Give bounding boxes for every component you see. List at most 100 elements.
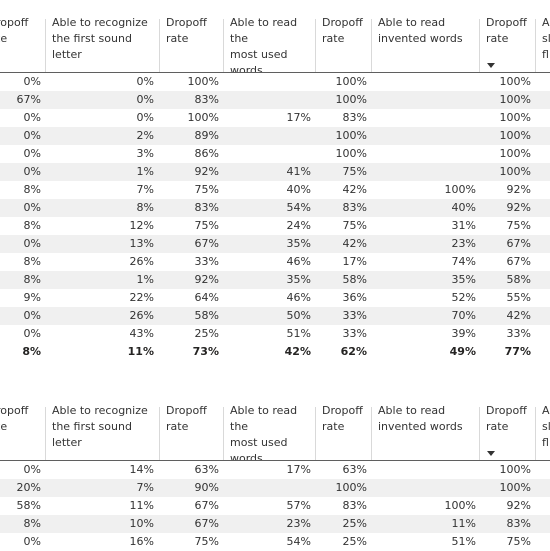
- read-most-used-words-cell: 50%: [286, 309, 311, 322]
- sort-descending-icon[interactable]: [487, 451, 495, 456]
- dropoff-rate-cell-3: 75%: [506, 219, 531, 232]
- table-row[interactable]: 0% 3% 86% 100% 100%: [0, 145, 550, 163]
- recognize-first-sound-cell: 14%: [129, 463, 154, 476]
- table-row[interactable]: 58% 11% 67% 57% 83% 100% 92%: [0, 497, 550, 515]
- dropoff-rate-cell-3: 42%: [506, 309, 531, 322]
- dropoff-rate-cell-0: 58%: [16, 499, 41, 512]
- table-row[interactable]: 0% 8% 83% 54% 83% 40% 92%: [0, 199, 550, 217]
- dropoff-rate-cell-2: 83%: [342, 201, 367, 214]
- header-label-line: ropoff: [0, 404, 29, 417]
- dropoff-rate-cell-3: 67%: [506, 255, 531, 268]
- column-divider[interactable]: [45, 19, 46, 72]
- dropoff-rate-cell-2: 83%: [342, 499, 367, 512]
- column-divider[interactable]: [535, 19, 536, 72]
- dropoff-rate-cell-0: 8%: [23, 273, 41, 286]
- table-row[interactable]: 8% 1% 92% 35% 58% 35% 58%: [0, 271, 550, 289]
- dropoff-rate-header-1[interactable]: Dropoff rate: [160, 15, 224, 72]
- total-row[interactable]: 8% 11% 73% 42% 62% 49% 77%: [0, 343, 550, 361]
- read-most-used-words-cell: 42%: [284, 345, 311, 358]
- read-most-used-words-cell: 23%: [286, 517, 311, 530]
- dropoff-rate-cell-2: 42%: [342, 237, 367, 250]
- header-label-line: invented words: [378, 32, 463, 45]
- header-label-line: sl: [542, 420, 550, 433]
- table-row[interactable]: 0% 2% 89% 100% 100%: [0, 127, 550, 145]
- dropoff-rate-cell-1: 100%: [187, 75, 219, 88]
- header-label-line: Able to recognize: [52, 16, 148, 29]
- table-row[interactable]: 0% 14% 63% 17% 63% 100%: [0, 461, 550, 479]
- dropoff-rate-cell-2: 100%: [335, 481, 367, 494]
- table-row[interactable]: 8% 26% 33% 46% 17% 74% 67%: [0, 253, 550, 271]
- read-most-used-words-cell: 17%: [286, 111, 311, 124]
- header-label-line: [322, 47, 368, 63]
- column-divider[interactable]: [223, 19, 224, 72]
- recognize-first-sound-cell: 2%: [136, 129, 154, 142]
- header-label-line: [322, 435, 368, 451]
- column-divider[interactable]: [535, 407, 536, 460]
- column-divider[interactable]: [315, 19, 316, 72]
- read-invented-words-cell: 23%: [451, 237, 476, 250]
- column-divider[interactable]: [45, 407, 46, 460]
- recognize-first-sound-header[interactable]: Able to recognize the first sound letter: [46, 15, 160, 72]
- table-row[interactable]: 8% 12% 75% 24% 75% 31% 75%: [0, 217, 550, 235]
- read-most-used-words-header[interactable]: Able to read the most used words: [224, 403, 316, 460]
- dropoff-rate-header-3-sorted[interactable]: Dropoff rate: [480, 403, 536, 460]
- table-row[interactable]: 67% 0% 83% 100% 100%: [0, 91, 550, 109]
- dropoff-rate-cell-0: 20%: [16, 481, 41, 494]
- dropoff-rate-cell-1: 33%: [194, 255, 219, 268]
- recognize-first-sound-cell: 11%: [127, 345, 154, 358]
- table-row[interactable]: 0% 43% 25% 51% 33% 39% 33%: [0, 325, 550, 343]
- dropoff-rate-cell-3: 100%: [499, 93, 531, 106]
- table-row[interactable]: 0% 0% 100% 100% 100%: [0, 73, 550, 91]
- recognize-first-sound-header[interactable]: Able to recognize the first sound letter: [46, 403, 160, 460]
- dropoff-rate-header-2[interactable]: Dropoff rate: [316, 15, 372, 72]
- table-row[interactable]: 8% 7% 75% 40% 42% 100% 92%: [0, 181, 550, 199]
- read-invented-words-cell: 49%: [449, 345, 476, 358]
- column-divider[interactable]: [223, 407, 224, 460]
- header-label-line: rate: [322, 420, 345, 433]
- dropoff-rate-cell-0: 8%: [23, 517, 41, 530]
- dropoff-rate-header-3-sorted[interactable]: Dropoff rate: [480, 15, 536, 72]
- column-divider[interactable]: [479, 19, 480, 72]
- table-row[interactable]: 8% 10% 67% 23% 25% 11% 83%: [0, 515, 550, 533]
- read-invented-words-header[interactable]: Able to read invented words: [372, 15, 480, 72]
- table-row[interactable]: 0% 16% 75% 54% 25% 51% 75%: [0, 533, 550, 551]
- sort-descending-icon[interactable]: [487, 63, 495, 68]
- table-row[interactable]: 0% 13% 67% 35% 42% 23% 67%: [0, 235, 550, 253]
- column-divider[interactable]: [371, 19, 372, 72]
- recognize-first-sound-cell: 0%: [136, 75, 154, 88]
- read-invented-words-header[interactable]: Able to read invented words: [372, 403, 480, 460]
- read-invented-words-cell: 70%: [451, 309, 476, 322]
- dropoff-rate-cell-0: 8%: [23, 255, 41, 268]
- dropoff-rate-cell-0: 9%: [23, 291, 41, 304]
- column-divider[interactable]: [479, 407, 480, 460]
- table-row[interactable]: 0% 26% 58% 50% 33% 70% 42%: [0, 307, 550, 325]
- header-label-line: [52, 451, 156, 460]
- read-invented-words-cell: 35%: [451, 273, 476, 286]
- dropoff-rate-cell-3: 83%: [506, 517, 531, 530]
- read-most-used-words-cell: 51%: [286, 327, 311, 340]
- dropoff-rate-header-0[interactable]: ropoff te: [0, 15, 46, 72]
- header-label-line: words: [230, 452, 263, 460]
- table-row[interactable]: 9% 22% 64% 46% 36% 52% 55%: [0, 289, 550, 307]
- dropoff-rate-cell-2: 83%: [342, 111, 367, 124]
- table-row[interactable]: 0% 0% 100% 17% 83% 100%: [0, 109, 550, 127]
- table-row[interactable]: 20% 7% 90% 100% 100%: [0, 479, 550, 497]
- read-invented-words-cell: 100%: [444, 499, 476, 512]
- read-most-used-words-header[interactable]: Able to read the most used words: [224, 15, 316, 72]
- dropoff-rate-header-2[interactable]: Dropoff rate: [316, 403, 372, 460]
- dropoff-rate-header-1[interactable]: Dropoff rate: [160, 403, 224, 460]
- table-row[interactable]: 0% 1% 92% 41% 75% 100%: [0, 163, 550, 181]
- read-invented-words-cell: 100%: [444, 183, 476, 196]
- column-divider[interactable]: [371, 407, 372, 460]
- dropoff-rate-header-0[interactable]: ropoff te: [0, 403, 46, 460]
- header-label-line: [378, 435, 476, 451]
- dropoff-rate-cell-1: 63%: [194, 463, 219, 476]
- dropoff-rate-cell-3: 58%: [506, 273, 531, 286]
- column-divider[interactable]: [315, 407, 316, 460]
- column-divider[interactable]: [159, 19, 160, 72]
- column-divider[interactable]: [159, 407, 160, 460]
- read-invented-words-cell: 74%: [451, 255, 476, 268]
- header-label-line: most used: [230, 48, 288, 61]
